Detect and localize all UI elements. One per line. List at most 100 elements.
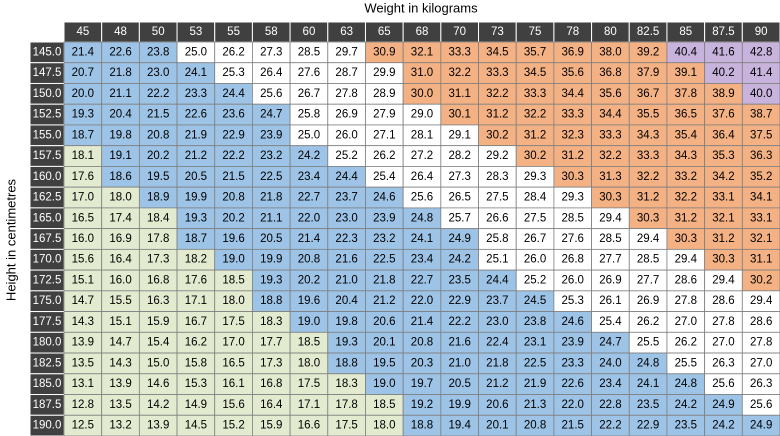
cell-value: 17.8 <box>147 233 169 245</box>
cell-value: 35.3 <box>712 150 734 162</box>
cell-value: 19.0 <box>373 378 395 390</box>
column-header: 58 <box>265 26 278 38</box>
cell-value: 33.3 <box>448 46 470 58</box>
cell-value: 18.7 <box>185 233 207 245</box>
cell-value: 20.2 <box>147 150 169 162</box>
cell-value: 22.3 <box>335 233 357 245</box>
cell-value: 27.9 <box>373 109 395 121</box>
table-title: Weight in kilograms <box>364 1 478 16</box>
cell-value: 26.7 <box>524 233 546 245</box>
cell-value: 32.2 <box>637 171 659 183</box>
cell-value: 17.1 <box>185 295 207 307</box>
cell-value: 22.2 <box>147 88 169 100</box>
cell-value: 18.8 <box>260 295 282 307</box>
row-header: 150.0 <box>33 88 62 100</box>
cell-value: 16.4 <box>109 254 132 266</box>
cell-value: 23.1 <box>524 337 546 349</box>
cell-value: 22.6 <box>109 46 131 58</box>
cell-value: 25.6 <box>260 88 282 100</box>
cell-value: 19.9 <box>185 192 207 204</box>
cell-value: 17.8 <box>335 399 357 411</box>
column-header: 87.5 <box>712 26 734 38</box>
cell-value: 35.2 <box>750 171 772 183</box>
cell-value: 25.8 <box>298 109 320 121</box>
cell-value: 23.8 <box>147 46 169 58</box>
cell-value: 14.3 <box>72 316 94 328</box>
cell-value: 33.1 <box>712 192 734 204</box>
cell-value: 16.2 <box>185 337 207 349</box>
cell-value: 29.4 <box>637 233 660 245</box>
cell-value: 15.1 <box>72 274 94 286</box>
cell-value: 22.0 <box>298 212 320 224</box>
cell-value: 35.6 <box>599 88 621 100</box>
cell-value: 33.3 <box>637 150 659 162</box>
cell-value: 41.4 <box>750 67 773 79</box>
cell-value: 13.9 <box>109 378 131 390</box>
cell-value: 42.8 <box>750 46 772 58</box>
cell-value: 21.4 <box>72 46 95 58</box>
cell-value: 18.7 <box>72 129 94 141</box>
cell-value: 24.9 <box>712 399 734 411</box>
cell-value: 12.8 <box>72 399 94 411</box>
cell-value: 39.1 <box>675 67 697 79</box>
cell-value: 21.2 <box>373 295 395 307</box>
cell-value: 20.5 <box>448 378 470 390</box>
cell-value: 23.0 <box>147 67 169 79</box>
cell-value: 37.8 <box>675 88 697 100</box>
cell-value: 20.1 <box>486 420 508 432</box>
cell-value: 29.7 <box>335 46 357 58</box>
cell-value: 13.9 <box>147 420 169 432</box>
cell-value: 19.2 <box>411 399 433 411</box>
cell-value: 31.2 <box>712 233 734 245</box>
cell-value: 26.0 <box>524 254 546 266</box>
cell-value: 21.0 <box>448 357 470 369</box>
cell-value: 18.0 <box>222 295 244 307</box>
cell-value: 30.3 <box>562 171 584 183</box>
cell-value: 20.6 <box>373 316 395 328</box>
cell-value: 36.5 <box>675 109 697 121</box>
cell-value: 22.5 <box>260 171 282 183</box>
cell-value: 27.0 <box>675 316 697 328</box>
cell-value: 32.2 <box>448 67 470 79</box>
column-header: 90 <box>755 26 768 38</box>
cell-value: 30.3 <box>599 192 621 204</box>
cell-value: 15.6 <box>72 254 94 266</box>
cell-value: 26.7 <box>298 88 320 100</box>
cell-value: 23.3 <box>185 88 207 100</box>
cell-value: 20.7 <box>72 67 94 79</box>
cell-value: 27.1 <box>373 129 395 141</box>
cell-value: 21.1 <box>260 212 282 224</box>
cell-value: 28.5 <box>599 233 621 245</box>
cell-value: 26.8 <box>562 254 584 266</box>
column-header: 55 <box>227 26 240 38</box>
cell-value: 21.2 <box>185 150 207 162</box>
cell-value: 33.3 <box>524 88 546 100</box>
cell-value: 32.1 <box>411 46 433 58</box>
cell-value: 18.5 <box>298 337 320 349</box>
cell-value: 24.5 <box>524 295 546 307</box>
cell-value: 27.6 <box>298 67 320 79</box>
row-header: 187.5 <box>33 399 62 411</box>
row-header: 147.5 <box>33 67 62 79</box>
cell-value: 21.4 <box>298 233 321 245</box>
cell-value: 21.1 <box>109 88 131 100</box>
cell-value: 17.5 <box>298 378 320 390</box>
cell-value: 29.1 <box>448 129 470 141</box>
cell-value: 19.3 <box>72 109 94 121</box>
cell-value: 34.4 <box>562 88 585 100</box>
column-header: 73 <box>491 26 504 38</box>
cell-value: 22.5 <box>373 254 395 266</box>
cell-value: 21.5 <box>222 171 244 183</box>
cell-value: 30.2 <box>524 150 546 162</box>
cell-value: 26.1 <box>599 295 621 307</box>
cell-value: 29.2 <box>486 150 508 162</box>
cell-value: 23.0 <box>486 316 508 328</box>
cell-value: 24.1 <box>411 233 433 245</box>
cell-value: 25.4 <box>599 316 622 328</box>
row-header: 175.0 <box>33 295 62 307</box>
row-header: 162.5 <box>33 192 62 204</box>
cell-value: 25.4 <box>373 171 396 183</box>
cell-value: 15.3 <box>185 378 207 390</box>
cell-value: 26.6 <box>486 212 508 224</box>
cell-value: 29.3 <box>524 171 546 183</box>
